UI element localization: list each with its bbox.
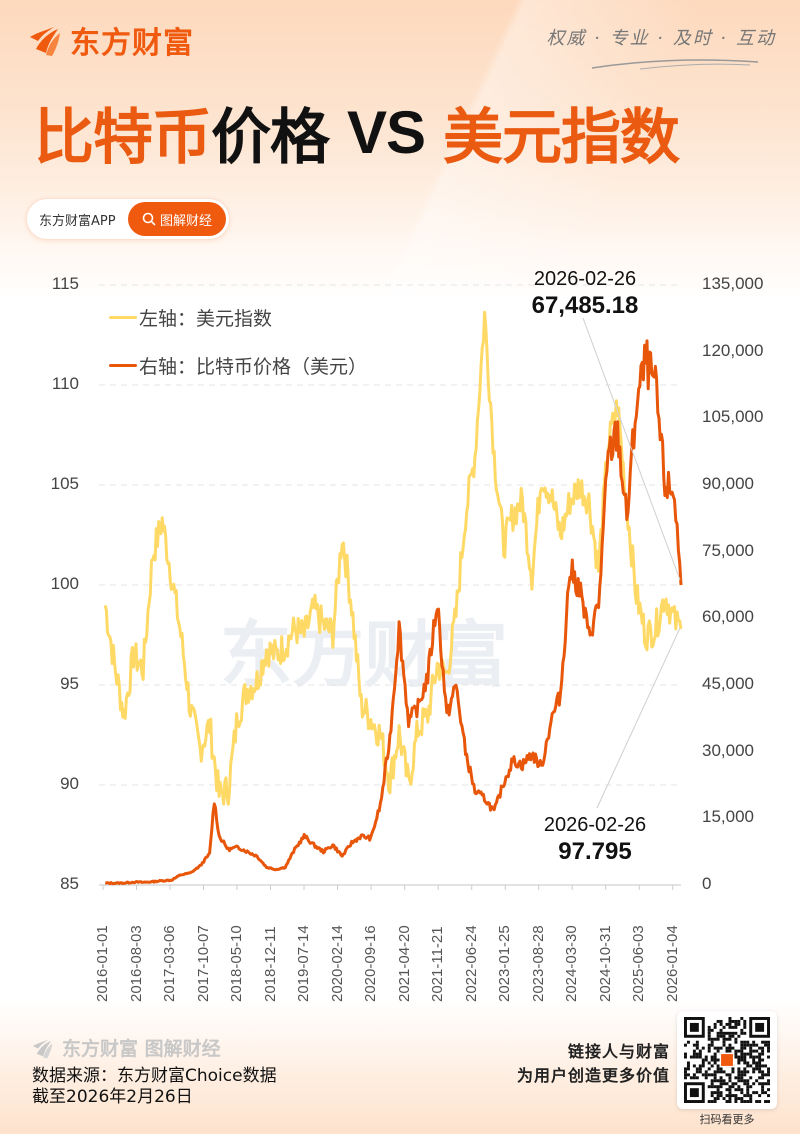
right-axis-tick-label: 135,000 — [702, 274, 764, 293]
brand-slogan: 权威 · 专业 · 及时 · 互动 — [546, 28, 776, 49]
x-axis-tick-label: 2016-01-01 — [94, 925, 111, 1002]
source-line: 数据来源：东方财富Choice数据 — [32, 1066, 277, 1086]
right-axis-tick-label: 75,000 — [702, 540, 754, 560]
legend-swatch-orange — [109, 364, 137, 367]
search-icon — [142, 212, 156, 226]
qr-caption: 扫码看更多 — [699, 1113, 755, 1126]
left-axis-tick-label: 115 — [51, 274, 79, 293]
x-axis-tick-label: 2017-10-07 — [194, 925, 212, 1002]
btc-callout-leader — [582, 317, 681, 581]
left-axis-tick-label: 105 — [50, 474, 79, 493]
dxy-callout-leader — [596, 627, 681, 809]
x-axis-tick-label: 2023-01-25 — [496, 925, 514, 1002]
left-axis-tick-label: 110 — [51, 374, 79, 393]
legend-item-dollar-index: 左轴：美元指数 — [109, 304, 272, 331]
left-axis-tick-label: 95 — [60, 674, 79, 693]
x-axis-ticks — [102, 885, 674, 890]
tujie-caijing-button[interactable]: 图解财经 — [128, 202, 226, 236]
legend-swatch-yellow — [109, 316, 137, 319]
left-axis-tick-label: 90 — [60, 774, 79, 793]
footer-background — [0, 1000, 800, 1134]
gridlines — [99, 284, 681, 786]
footer-logo-text: 东方财富 图解财经 — [62, 1038, 221, 1060]
footer-watermark-logo: 东方财富 图解财经 — [30, 1034, 221, 1061]
x-axis-tick-label: 2021-04-20 — [395, 925, 413, 1002]
x-axis-tick-label: 2023-08-28 — [529, 925, 547, 1002]
x-axis-tick-label: 2016-08-03 — [127, 925, 145, 1002]
btc-callout-date: 2026-02-26 — [533, 268, 637, 290]
eastmoney-logo-icon — [32, 1039, 53, 1058]
svg-text:东方财富: 东方财富 — [220, 613, 508, 697]
right-axis-tick-label: 120,000 — [702, 340, 764, 360]
x-axis-tick-label: 2025-06-03 — [630, 925, 648, 1002]
x-axis-tick-label: 2020-02-14 — [328, 925, 346, 1002]
x-axis-tick-label: 2018-12-11 — [261, 926, 279, 1002]
as-of-date: 截至2026年2月26日 — [32, 1087, 193, 1107]
tagline-line-1: 链接人与财富 — [567, 1042, 670, 1061]
qr-code-image — [684, 1017, 770, 1103]
right-axis-tick-label: 60,000 — [702, 607, 754, 627]
x-axis-tick-label: 2020-09-16 — [362, 925, 380, 1002]
brand-logo: 东方财富 — [26, 20, 194, 61]
title-vs: VS — [347, 98, 426, 166]
dxy-callout-value: 97.795 — [558, 838, 632, 865]
btc-callout-value: 67,485.18 — [531, 292, 639, 319]
dxy-callout-date: 2026-02-26 — [543, 814, 647, 836]
app-search-pill[interactable]: 东方财富APP 图解财经 — [26, 198, 230, 240]
eastmoney-logo-icon — [30, 27, 60, 56]
right-axis-tick-label: 30,000 — [702, 740, 754, 760]
tujie-caijing-label: 图解财经 — [159, 213, 212, 229]
right-axis-tick-label: 15,000 — [702, 807, 754, 827]
dollar-index-line — [103, 310, 683, 806]
right-axis-tick-label: 45,000 — [702, 674, 754, 693]
tagline-line-2: 为用户创造更多价值 — [516, 1066, 670, 1085]
x-axis-tick-label: 2017-03-06 — [161, 925, 178, 1002]
page-title: 比特币 价格 VS 美元指数 — [34, 92, 680, 173]
title-price: 价格 — [211, 102, 330, 173]
watermark: 东方财富 — [220, 613, 508, 697]
left-axis-tick-label: 85 — [60, 874, 79, 893]
brand-name: 东方财富 — [70, 26, 194, 61]
app-label: 东方财富APP — [39, 213, 116, 229]
title-dollar-index: 美元指数 — [443, 102, 680, 173]
tagline: 链接人与财富 为用户创造更多价值 — [517, 1040, 670, 1088]
x-axis-tick-label: 2024-10-31 — [596, 925, 614, 1002]
right-axis-tick-label: 0 — [702, 874, 712, 893]
x-axis-tick-label: 2024-03-30 — [563, 925, 581, 1002]
right-axis-tick-label: 90,000 — [702, 474, 754, 493]
header-background — [0, 0, 800, 300]
x-axis-tick-label: 2026-01-04 — [663, 925, 681, 1002]
x-axis-tick-label: 2022-06-24 — [462, 925, 480, 1002]
x-axis-tick-label: 2021-11-21 — [429, 926, 447, 1002]
right-axis-tick-label: 105,000 — [702, 407, 764, 427]
title-bitcoin: 比特币 — [34, 102, 212, 173]
x-axis-tick-label: 2018-05-10 — [228, 925, 246, 1002]
left-axis-tick-label: 100 — [50, 574, 79, 593]
legend-label: 右轴：比特币价格（美元） — [139, 356, 368, 378]
x-axis-tick-label: 2019-07-14 — [295, 925, 313, 1002]
slogan-swoosh-decoration — [591, 59, 759, 70]
data-source: 数据来源：东方财富Choice数据 截至2026年2月26日 — [32, 1066, 277, 1108]
legend-item-bitcoin: 右轴：比特币价格（美元） — [109, 352, 367, 379]
bitcoin-price-line — [104, 339, 683, 886]
legend-label: 左轴：美元指数 — [139, 308, 273, 330]
qr-code[interactable] — [677, 1011, 777, 1109]
